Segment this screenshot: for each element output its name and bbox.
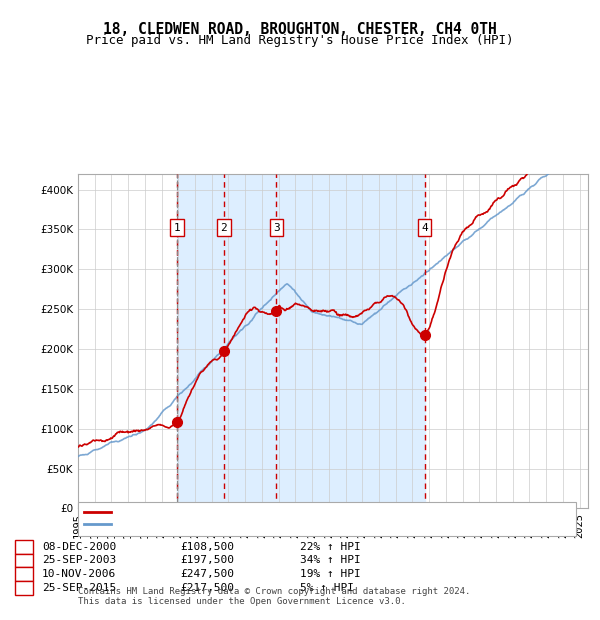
Text: 1: 1	[174, 223, 181, 232]
Text: 3: 3	[20, 569, 28, 579]
Text: 5% ↑ HPI: 5% ↑ HPI	[300, 583, 354, 593]
Text: 25-SEP-2003: 25-SEP-2003	[42, 556, 116, 565]
Text: 19% ↑ HPI: 19% ↑ HPI	[300, 569, 361, 579]
Text: 4: 4	[20, 583, 28, 593]
Text: £197,500: £197,500	[180, 556, 234, 565]
Text: £108,500: £108,500	[180, 542, 234, 552]
Text: 18, CLEDWEN ROAD, BROUGHTON, CHESTER, CH4 0TH: 18, CLEDWEN ROAD, BROUGHTON, CHESTER, CH…	[103, 22, 497, 37]
Text: 34% ↑ HPI: 34% ↑ HPI	[300, 556, 361, 565]
Text: HPI: Average price, detached house, Flintshire: HPI: Average price, detached house, Flin…	[117, 519, 393, 529]
Text: 25-SEP-2015: 25-SEP-2015	[42, 583, 116, 593]
Text: 08-DEC-2000: 08-DEC-2000	[42, 542, 116, 552]
Text: Contains HM Land Registry data © Crown copyright and database right 2024.
This d: Contains HM Land Registry data © Crown c…	[78, 587, 470, 606]
Text: 22% ↑ HPI: 22% ↑ HPI	[300, 542, 361, 552]
Text: 18, CLEDWEN ROAD, BROUGHTON, CHESTER,  CH4 0TH (detached house): 18, CLEDWEN ROAD, BROUGHTON, CHESTER, CH…	[117, 507, 495, 516]
Text: 3: 3	[273, 223, 280, 232]
Text: £217,500: £217,500	[180, 583, 234, 593]
Text: 2: 2	[20, 556, 28, 565]
Text: 1: 1	[20, 542, 28, 552]
Text: 2: 2	[221, 223, 227, 232]
Bar	[177, 174, 425, 508]
Text: £247,500: £247,500	[180, 569, 234, 579]
Text: Price paid vs. HM Land Registry's House Price Index (HPI): Price paid vs. HM Land Registry's House …	[86, 34, 514, 47]
Text: 4: 4	[421, 223, 428, 232]
Text: 10-NOV-2006: 10-NOV-2006	[42, 569, 116, 579]
